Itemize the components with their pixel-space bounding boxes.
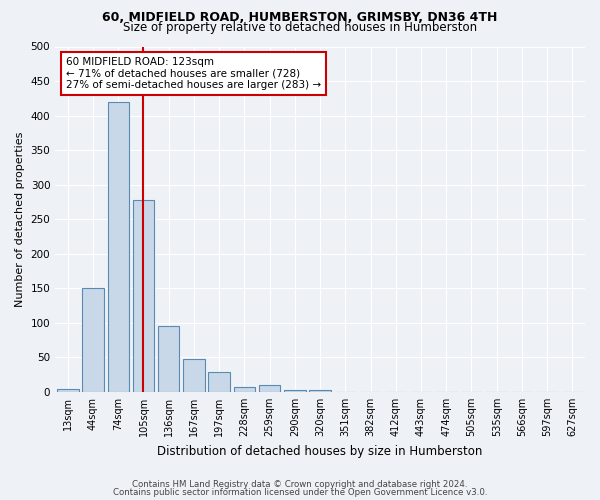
Bar (107, 102, 129, 392)
Bar (310, 390, 331, 392)
Bar (57, 389, 79, 392)
Text: Contains HM Land Registry data © Crown copyright and database right 2024.: Contains HM Land Registry data © Crown c… (132, 480, 468, 489)
Bar (208, 372, 230, 392)
X-axis label: Distribution of detached houses by size in Humberston: Distribution of detached houses by size … (157, 444, 483, 458)
Text: Contains public sector information licensed under the Open Government Licence v3: Contains public sector information licen… (113, 488, 487, 497)
Y-axis label: Number of detached properties: Number of detached properties (15, 132, 25, 307)
Bar (259, 385, 280, 392)
Text: 60 MIDFIELD ROAD: 123sqm
← 71% of detached houses are smaller (728)
27% of semi-: 60 MIDFIELD ROAD: 123sqm ← 71% of detach… (66, 57, 321, 90)
Bar (133, 200, 154, 392)
Bar (158, 326, 179, 392)
Bar (284, 390, 305, 392)
Bar (183, 359, 205, 392)
Text: 60, MIDFIELD ROAD, HUMBERSTON, GRIMSBY, DN36 4TH: 60, MIDFIELD ROAD, HUMBERSTON, GRIMSBY, … (103, 11, 497, 24)
Bar (233, 387, 255, 392)
Bar (82, 288, 104, 392)
Text: Size of property relative to detached houses in Humberston: Size of property relative to detached ho… (123, 21, 477, 34)
